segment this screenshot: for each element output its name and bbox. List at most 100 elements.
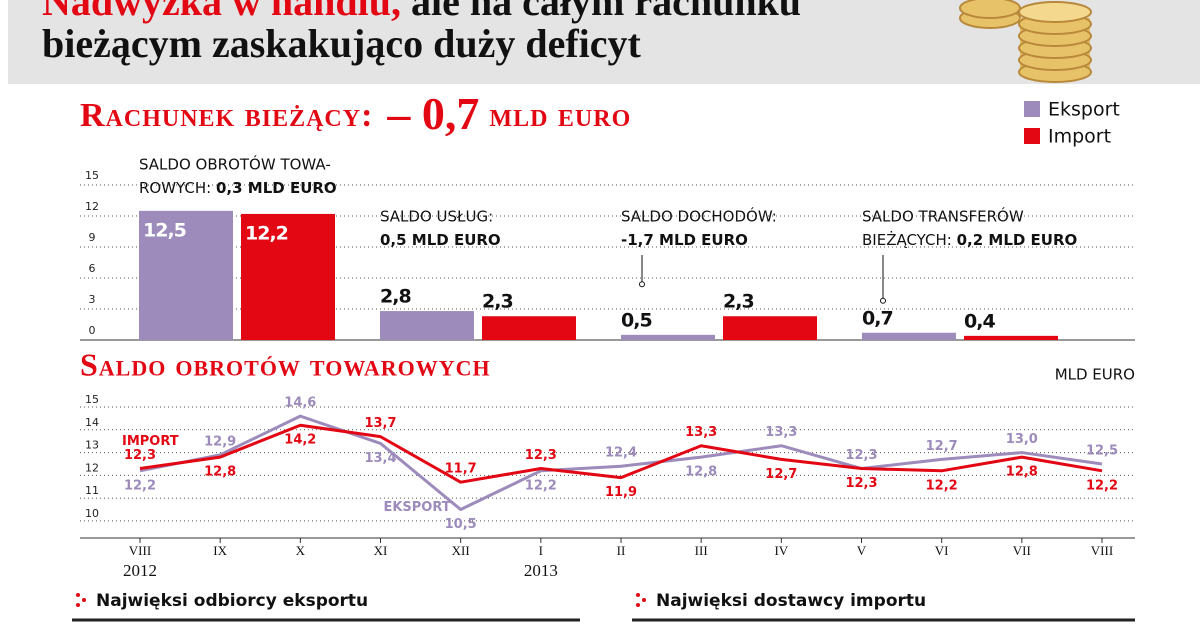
annotation: ROWYCH: 0,3 MLD EURO <box>139 178 337 196</box>
legend-label: Import <box>1048 126 1111 148</box>
value-label: 12,8 <box>685 465 717 480</box>
y-tick-label: 0 <box>89 324 96 337</box>
series-line <box>139 423 1103 484</box>
annotation-value: -1,7 MLD EURO <box>621 231 748 249</box>
y-tick-label: 9 <box>89 231 96 244</box>
x-group-label: 2013 <box>524 561 558 580</box>
x-tick-label: VIII <box>1091 543 1113 558</box>
annotation-text: BIEŻĄCYCH: <box>862 230 952 249</box>
y-tick-label: 6 <box>89 262 96 275</box>
title-total: – 0,7 <box>386 88 479 139</box>
bar <box>621 334 715 340</box>
chart-title: Rachunek bieżący: – 0,7 mld euro <box>80 88 631 139</box>
value-label: 12,3 <box>845 448 877 463</box>
y-tick-label: 12 <box>85 461 99 474</box>
y-tick-label: 15 <box>85 393 99 406</box>
title-text: Rachunek bieżący: <box>80 97 373 134</box>
bar <box>380 311 474 340</box>
value-label: 12,2 <box>124 478 156 493</box>
annotation: SALDO OBROTÓW TOWA- <box>139 154 331 173</box>
pointer-dot <box>639 281 645 288</box>
y-tick-label: 12 <box>85 200 99 213</box>
bar <box>139 210 233 340</box>
value-label: 12,5 <box>1086 443 1118 458</box>
y-tick-label: 14 <box>85 416 99 429</box>
value-label: 12,8 <box>204 465 236 480</box>
value-label: 13,7 <box>364 416 396 431</box>
y-tick-label: 13 <box>85 439 99 452</box>
annotation-value: 0,5 MLD EURO <box>380 231 501 249</box>
coins-illustration <box>959 0 1092 83</box>
legend-swatch <box>1024 101 1040 117</box>
annotation: SALDO USŁUG: <box>380 208 493 226</box>
value-label: 10,5 <box>445 517 477 532</box>
annotation: SALDO TRANSFERÓW <box>862 207 1024 226</box>
bar <box>723 316 817 340</box>
value-label: 0,7 <box>862 307 893 329</box>
value-label: 12,3 <box>124 448 156 463</box>
footer-export: Najwięksi odbiorcy eksportu <box>96 591 368 611</box>
value-label: 0,4 <box>964 310 995 332</box>
header-title-line2: bieżącym zaskakująco duży deficyt <box>42 21 642 66</box>
x-tick-label: VI <box>935 543 949 558</box>
value-label: 12,7 <box>765 467 797 482</box>
series-line <box>139 414 1103 512</box>
value-label: 2,8 <box>380 286 411 308</box>
value-label: 12,5 <box>143 219 186 241</box>
x-tick-label: VII <box>1013 543 1031 558</box>
x-tick-label: VIII <box>129 543 151 558</box>
value-label: 12,3 <box>525 448 557 463</box>
value-label: 12,2 <box>926 478 958 493</box>
value-label: 13,0 <box>1006 432 1038 447</box>
x-tick-label: I <box>539 543 543 558</box>
y-tick-label: 15 <box>85 169 99 182</box>
x-tick-label: XII <box>452 543 470 558</box>
chart-title: Saldo obrotów towarowych <box>80 346 491 382</box>
value-label: 12,9 <box>204 434 236 449</box>
legend-label: Eksport <box>1048 99 1120 121</box>
annotation: BIEŻĄCYCH: 0,2 MLD EURO <box>862 230 1077 249</box>
pointer-dot <box>880 297 886 304</box>
x-tick-label: X <box>296 543 306 558</box>
value-label: 0,5 <box>621 309 652 331</box>
annotation: 0,5 MLD EURO <box>380 231 501 249</box>
value-label: 2,3 <box>723 291 754 313</box>
annotation: SALDO DOCHODÓW: <box>621 207 777 226</box>
title-unit: mld euro <box>489 97 631 134</box>
value-label: 13,3 <box>685 425 717 440</box>
value-label: 11,9 <box>605 485 637 500</box>
y-tick-label: 11 <box>85 484 99 497</box>
x-tick-label: III <box>695 543 708 558</box>
x-tick-label: IV <box>774 543 788 558</box>
value-label: 14,6 <box>284 396 316 411</box>
value-label: 12,7 <box>926 439 958 454</box>
unit-label: MLD EURO <box>1055 366 1135 384</box>
value-label: 11,7 <box>445 462 477 477</box>
footer: Najwięksi odbiorcy eksportu Najwięksi do… <box>72 591 1135 622</box>
bar <box>482 316 576 340</box>
value-label: 12,2 <box>1086 478 1118 493</box>
value-label: 2,3 <box>482 291 513 313</box>
annotation-text: ROWYCH: <box>139 178 211 196</box>
legend-swatch <box>1024 128 1040 144</box>
bar <box>241 213 335 340</box>
annotation-value: 0,2 MLD EURO <box>957 231 1078 249</box>
annotation: -1,7 MLD EURO <box>621 231 748 249</box>
value-label: 12,3 <box>845 476 877 491</box>
bar <box>964 335 1058 340</box>
x-group-label: 2012 <box>123 561 157 580</box>
series-name: IMPORT <box>122 434 179 449</box>
value-label: 12,2 <box>245 222 288 244</box>
annotation-value: 0,3 MLD EURO <box>216 178 337 196</box>
value-label: 13,4 <box>364 451 396 466</box>
y-tick-label: 10 <box>85 507 99 520</box>
value-label: 12,8 <box>1006 465 1038 480</box>
value-label: 12,4 <box>605 446 637 461</box>
title-rest: ale na całym rachunku <box>411 0 801 24</box>
y-tick-label: 3 <box>89 293 96 306</box>
x-tick-label: IX <box>213 543 227 558</box>
header-title-line1: Nadwyżka w handlu, ale na całym rachunku <box>42 0 801 24</box>
value-label: 13,3 <box>765 425 797 440</box>
footer-import: Najwięksi dostawcy importu <box>656 591 926 611</box>
